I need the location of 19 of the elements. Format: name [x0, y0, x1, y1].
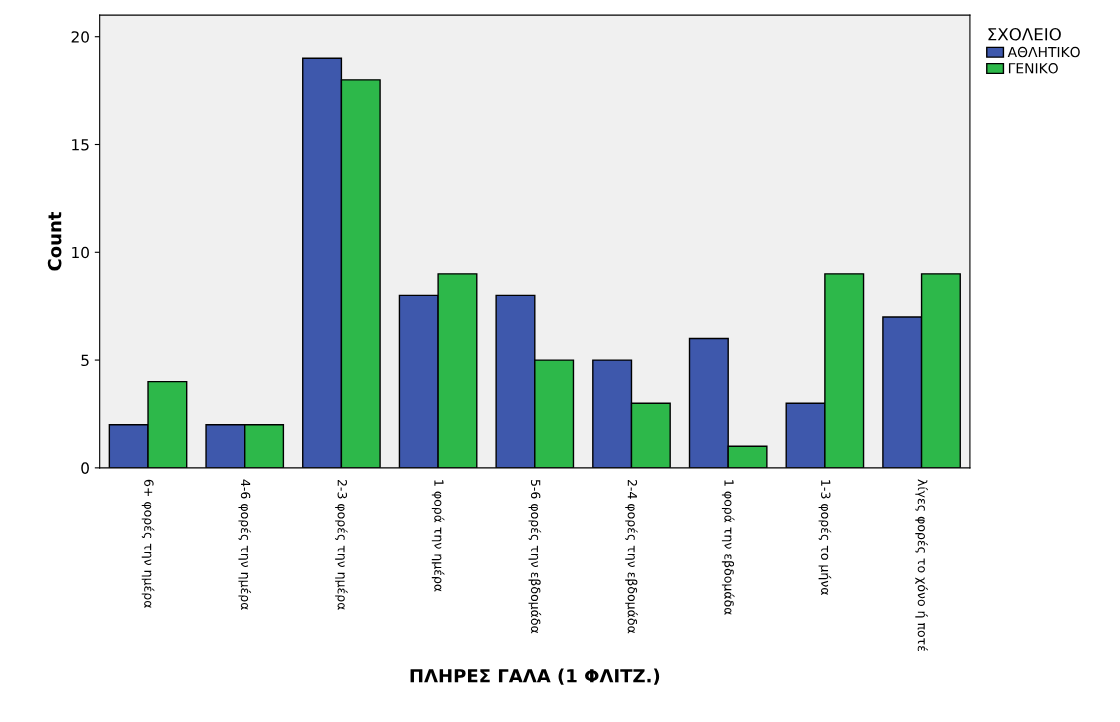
y-tick-label: 0	[81, 462, 89, 474]
x-tick-label: 4-6 φορές την ημέρα	[238, 479, 252, 610]
x-tick-label: 2-4 φορές την εβδομάδα	[625, 479, 638, 634]
x-tick-label: 5-6 φορές την εβδομάδα	[528, 479, 542, 634]
y-tick-label: 5	[81, 354, 89, 367]
legend-title: ΣΧΟΛΕΙΟ	[988, 27, 1061, 41]
legend-label: ΑΘΛΗΤΙΚΟ	[1007, 46, 1080, 58]
legend-label: ΓΕΝΙΚΟ	[1008, 63, 1058, 74]
x-tick-label: 1 φορά την εβδομάδα	[721, 480, 735, 615]
x-tick-label: 1-3 φορές το μήνα	[818, 480, 832, 595]
x-tick-label: λίγες φορές το χόνο ή ποτέ	[915, 479, 928, 652]
y-tick-label: 15	[72, 139, 89, 151]
x-tick-label: 1 φορά την ημέρα	[431, 480, 445, 592]
y-tick-label: 10	[72, 246, 89, 259]
x-tick-label: 2-3 φορές την ημέρα	[335, 479, 348, 610]
x-tick-label: 6+ φορές την ημέρα	[141, 479, 155, 608]
y-tick-label: 20	[71, 31, 89, 43]
y-axis-title: Count	[47, 211, 62, 271]
x-axis-title: ΠΛΗΡΕΣ ΓΑΛΑ (1 ΦΛΙΤΖ.)	[410, 668, 660, 685]
